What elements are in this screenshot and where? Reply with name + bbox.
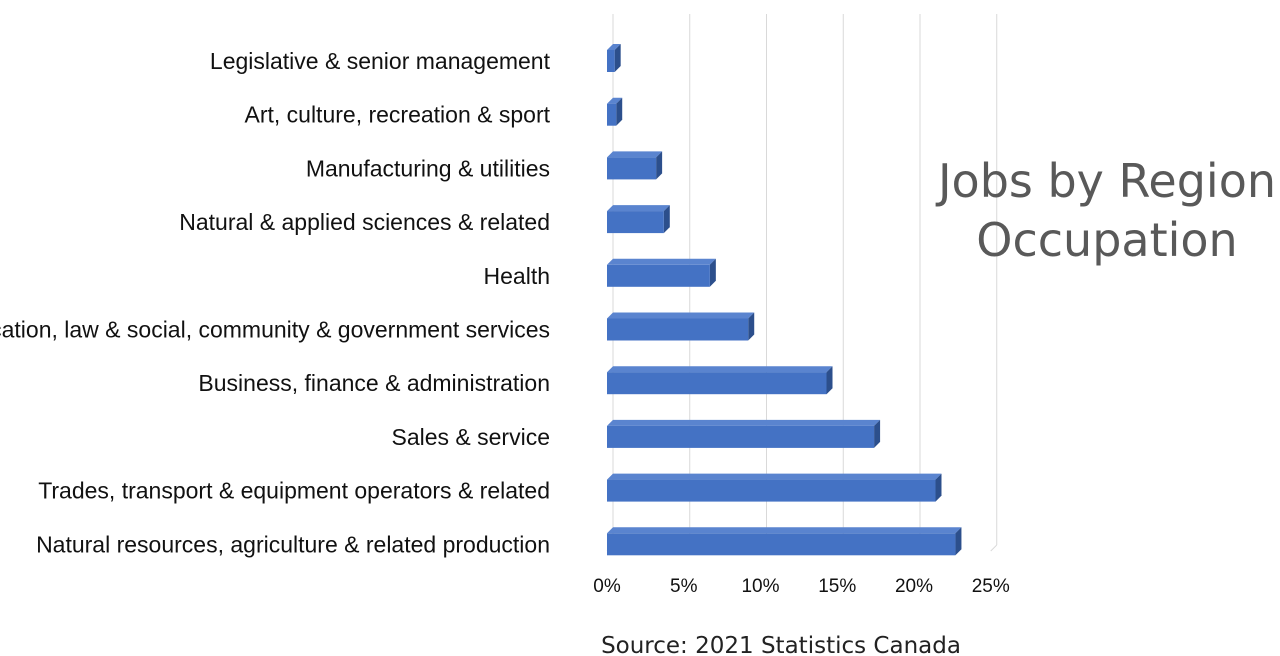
x-tick-label: 20% <box>895 576 933 597</box>
bar <box>607 97 623 126</box>
bar-top-face <box>607 419 881 426</box>
bar <box>607 151 663 180</box>
bar-top-face <box>607 473 942 480</box>
x-tick-label: 5% <box>670 576 698 597</box>
gridline-foot <box>990 544 998 552</box>
bar-side-face <box>955 527 962 556</box>
bar-top-face <box>607 527 962 534</box>
bar-front-face <box>607 425 875 448</box>
bars <box>607 44 962 556</box>
bar-side-face <box>663 205 670 234</box>
bar-top-face <box>607 258 716 265</box>
bar <box>607 205 670 234</box>
bar-front-face <box>607 372 827 395</box>
bar-top-face <box>607 151 663 158</box>
category-label: Art, culture, recreation & sport <box>244 102 550 128</box>
bar-side-face <box>709 258 716 287</box>
bar <box>607 44 621 72</box>
category-label: Education, law & social, community & gov… <box>0 317 550 343</box>
bar <box>607 527 962 556</box>
bar <box>607 419 881 448</box>
bar-front-face <box>607 318 749 341</box>
bar-front-face <box>607 103 617 126</box>
chart-title-line-1: Jobs by Region <box>935 154 1276 208</box>
bar-top-face <box>607 97 623 104</box>
category-label: Sales & service <box>391 424 550 450</box>
category-label: Legislative & senior management <box>210 48 551 74</box>
bar <box>607 473 942 502</box>
category-label: Health <box>484 263 550 289</box>
bar-side-face <box>935 473 942 502</box>
bar-side-face <box>616 97 623 126</box>
category-label: Natural resources, agriculture & related… <box>36 531 550 557</box>
x-tick-label: 10% <box>741 576 779 597</box>
x-tick-label: 15% <box>818 576 856 597</box>
bar-front-face <box>607 479 936 502</box>
bar-front-face <box>607 157 657 180</box>
x-tick-label: 25% <box>972 576 1010 597</box>
bar-front-face <box>607 533 956 556</box>
category-label: Trades, transport & equipment operators … <box>38 478 550 504</box>
chart-title-line-2: Occupation <box>976 213 1237 267</box>
x-tick-label: 0% <box>593 576 621 597</box>
bar-top-face <box>607 366 833 373</box>
source-note: Source: 2021 Statistics Canada <box>601 633 961 656</box>
category-label: Natural & applied sciences & related <box>179 209 550 235</box>
bar-front-face <box>607 264 710 287</box>
bar-side-face <box>826 366 833 395</box>
bar-top-face <box>607 44 621 50</box>
bar-side-face <box>614 44 621 72</box>
bar <box>607 258 716 287</box>
bar-top-face <box>607 312 755 319</box>
bar <box>607 312 755 341</box>
category-label: Manufacturing & utilities <box>306 155 550 181</box>
x-axis-ticks: 0% 5% 10% 15% 20% 25% <box>593 576 1010 597</box>
bar-front-face <box>607 50 615 72</box>
bar-side-face <box>874 419 881 448</box>
bar <box>607 366 833 395</box>
category-labels: Legislative & senior management Art, cult… <box>0 48 551 557</box>
bar-top-face <box>607 205 670 212</box>
bar-side-face <box>656 151 663 180</box>
bar-side-face <box>748 312 755 341</box>
bar-front-face <box>607 211 664 234</box>
category-label: Business, finance & administration <box>198 370 550 396</box>
